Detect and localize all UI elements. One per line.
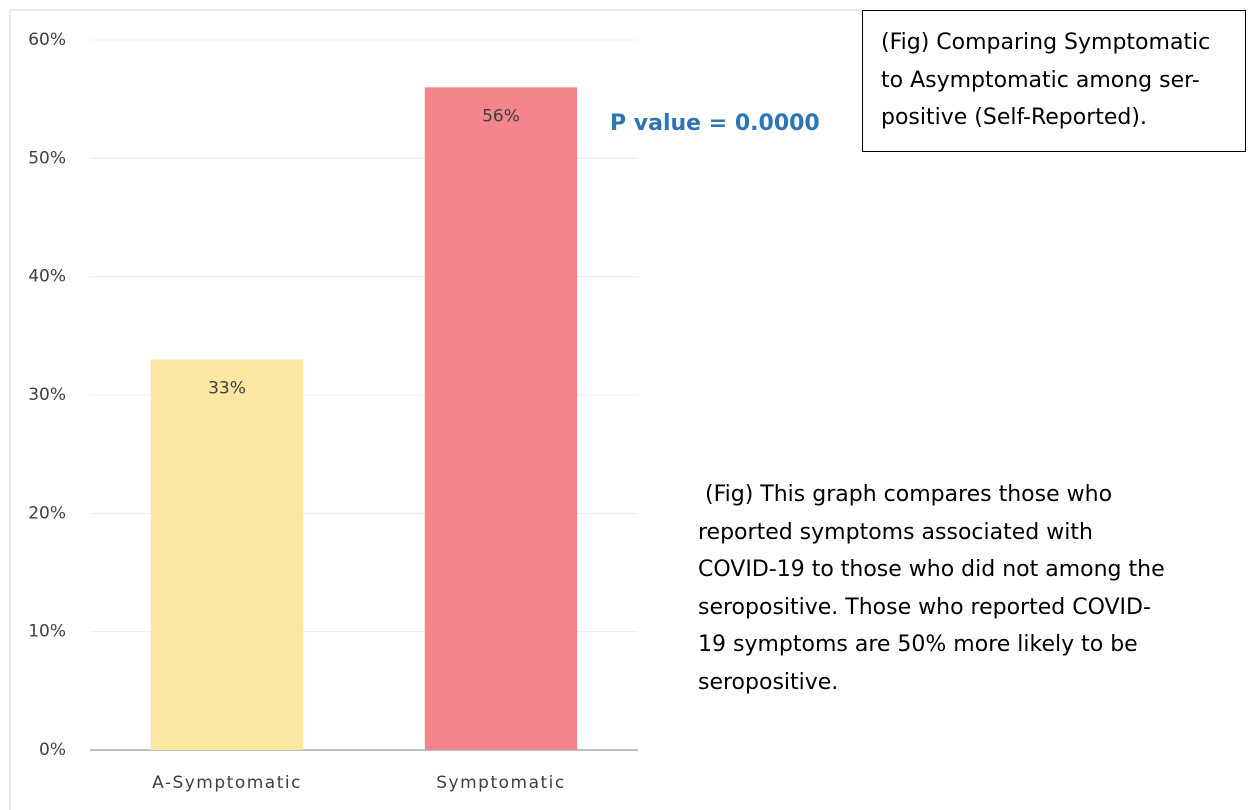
bar bbox=[150, 359, 304, 750]
x-tick-label: A-Symptomatic bbox=[152, 773, 302, 793]
data-label: 33% bbox=[208, 379, 246, 399]
chart-title: (Fig) Comparing Symptomatic to Asymptoma… bbox=[862, 10, 1246, 152]
y-tick-label: 10% bbox=[28, 622, 66, 642]
y-tick-label: 30% bbox=[28, 385, 66, 405]
p-value: P value = 0.0000 bbox=[610, 111, 820, 136]
y-tick-label: 20% bbox=[28, 503, 66, 523]
description: (Fig) This graph compares those who repo… bbox=[698, 482, 1172, 695]
y-tick-label: 50% bbox=[28, 148, 66, 168]
data-label: 56% bbox=[482, 106, 520, 126]
y-tick-label: 60% bbox=[28, 30, 66, 50]
bar bbox=[424, 87, 578, 751]
y-tick-label: 0% bbox=[39, 740, 66, 760]
x-tick-label: Symptomatic bbox=[436, 773, 565, 793]
y-tick-label: 40% bbox=[28, 267, 66, 287]
